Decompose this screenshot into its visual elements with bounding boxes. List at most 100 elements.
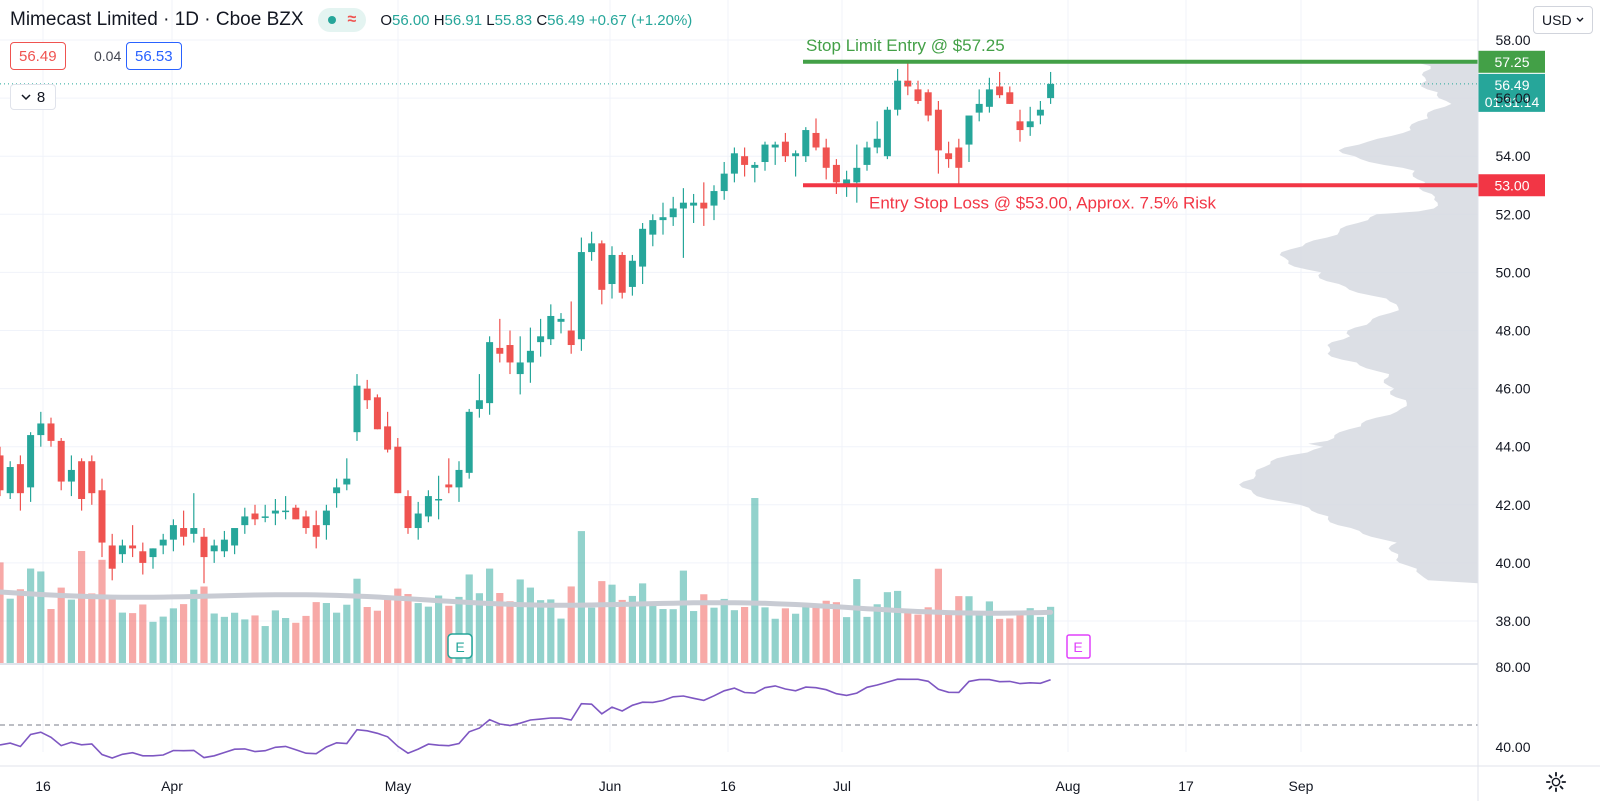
volume-bar [88,593,96,663]
volume-bar [547,599,555,663]
rsi-lower-label: 40.00 [1495,739,1530,755]
y-tick-label: 40.00 [1495,555,1530,571]
candle [0,455,4,491]
volume-bar [608,584,616,663]
countdown-label: 01:31:14 [1485,94,1540,110]
candle [190,528,198,534]
volume-bar [129,613,137,663]
y-tick-label: 42.00 [1495,497,1530,513]
candle [435,498,443,501]
volume-bar [781,608,789,663]
gear-icon[interactable] [1545,771,1567,793]
candle [945,153,953,160]
volume-bar [649,605,657,663]
volume-bar [312,602,320,663]
volume-bar [220,616,228,663]
stop-level-label: 53.00 [1494,177,1529,193]
candle [730,153,738,174]
volume-bar [853,579,861,663]
volume-bar [812,606,820,663]
volume-bar [98,559,106,663]
candlestick-series [0,63,1055,584]
candle [394,446,402,494]
candle [231,528,239,546]
candle [822,147,830,168]
candle [302,516,310,529]
earnings-badge [1066,634,1091,659]
candle [6,467,14,494]
volume-bar [118,612,126,663]
volume-profile-histogram [1239,63,1478,584]
volume-bar [486,568,494,663]
candle [98,490,106,543]
symbol-title[interactable]: Mimecast Limited · 1D · Cboe BZX [10,9,304,30]
volume-bar [0,562,4,663]
earnings-label: E [1073,639,1082,655]
volume-bar [537,600,545,663]
volume-bar [720,598,728,663]
candle [78,461,86,499]
candle [220,539,228,552]
candle [241,516,249,526]
volume-bar [883,592,891,663]
volume-bar [526,587,534,663]
volume-bar [47,609,55,663]
y-tick-label: 44.00 [1495,439,1530,455]
sell-price-button[interactable]: 56.49 [10,42,66,70]
candle [771,144,779,148]
buy-price-button[interactable]: 56.53 [126,42,182,70]
earnings-marker: E [1066,634,1091,659]
volume-bar [506,601,514,663]
market-status[interactable]: ≈ [317,8,367,32]
volume-bar [1036,616,1044,663]
volume-bar [251,615,259,663]
candle [1016,121,1024,131]
volume-bar [832,602,840,663]
candle [67,469,75,482]
volume-bar [159,616,167,663]
candle [139,551,147,563]
volume-bar [292,622,300,663]
volume-bar [751,498,759,663]
volume-bar [843,617,851,663]
candle [384,426,392,450]
candle [108,545,116,569]
candle [47,423,55,441]
candle [404,496,412,529]
rsi-line [0,678,1051,759]
chart-header: Mimecast Limited · 1D · Cboe BZX ≈ O56.0… [10,6,692,34]
currency-selector[interactable]: USD [1533,6,1593,34]
candle [832,164,840,183]
volume-bar [445,605,453,663]
candle [812,132,820,148]
volume-bar [679,570,687,663]
volume-bar [914,614,922,663]
candle [363,388,371,401]
candle [537,336,545,343]
candle [169,525,177,540]
volume-bar [363,607,371,663]
earnings-label: E [455,639,464,655]
volume-bar [149,621,157,663]
volume-bar [639,583,647,663]
candle [57,440,65,482]
volume-bar [353,578,361,663]
volume-bar [27,568,35,663]
x-tick-label: Aug [1056,778,1081,794]
candle [669,208,677,218]
indicators-toggle[interactable]: 8 [10,84,56,110]
volume-bar [384,595,392,663]
candle [618,254,626,293]
candle [1006,92,1014,104]
market-open-icon [327,16,336,24]
volume-bar [139,604,147,663]
volume-bar [945,611,953,663]
volume-bar [577,531,585,663]
chevron-down-icon [21,94,31,101]
volume-bar [200,586,208,663]
target-level-label: 57.25 [1494,54,1529,70]
volume-bar [771,618,779,663]
